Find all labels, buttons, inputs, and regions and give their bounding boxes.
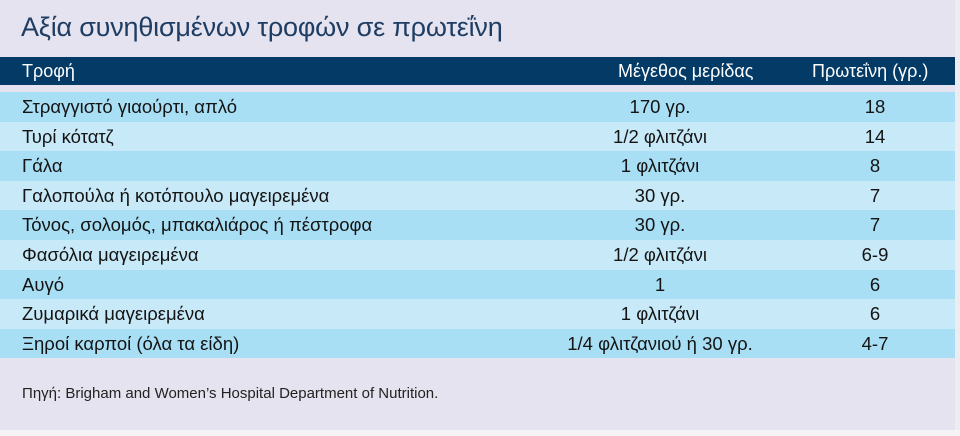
page-title: Αξία συνηθισμένων τροφών σε πρωτεΐνη [21, 12, 503, 42]
protein-cell: 18 [864, 96, 886, 117]
serving-cell: 30 γρ. [634, 214, 686, 236]
table-row: Τόνος, σολομός, μπακαλιάρος ή πέστροφα 3… [0, 210, 955, 240]
protein-cell: 4-7 [861, 332, 889, 354]
serving-cell: 1 φλιτζάνι [620, 155, 700, 177]
serving-cell: 1/2 φλιτζάνι [613, 125, 707, 147]
food-cell: Γαλοπούλα ή κοτόπουλο μαγειρεμένα [22, 184, 330, 206]
source-note: Πηγή: Brigham and Women’s Hospital Depar… [22, 385, 439, 402]
food-cell: Γάλα [22, 155, 63, 177]
table-row: Ζυμαρικά μαγειρεμένα 1 φλιτζάνι 6 [0, 299, 955, 329]
serving-cell: 1 φλιτζάνι [620, 303, 700, 325]
protein-cell: 8 [869, 155, 881, 177]
table-row: Ξηροί καρποί (όλα τα είδη) 1/4 φλιτζανιο… [0, 328, 955, 359]
table-header: Τροφή Μέγεθος μερίδας Πρωτεΐνη (γρ.) [0, 57, 955, 85]
protein-cell: 7 [869, 184, 881, 206]
protein-cell: 7 [869, 214, 881, 236]
protein-cell: 14 [864, 125, 886, 147]
right-edge-strip [955, 0, 960, 430]
food-cell: Τυρί κότατζ [22, 125, 114, 147]
table-row: Γαλοπούλα ή κοτόπουλο μαγειρεμένα 30 γρ.… [0, 180, 955, 211]
table-row: Τυρί κότατζ 1/2 φλιτζάνι 14 [0, 121, 955, 152]
food-cell: Τόνος, σολομός, μπακαλιάρος ή πέστροφα [22, 214, 373, 236]
protein-cell: 6 [869, 273, 881, 295]
food-cell: Φασόλια μαγειρεμένα [22, 243, 199, 265]
food-cell: Ξηροί καρποί (όλα τα είδη) [22, 332, 240, 354]
table-row: Αυγό 1 6 [0, 269, 955, 300]
protein-cell: 6-9 [861, 243, 889, 265]
serving-cell: 30 γρ. [634, 184, 686, 206]
table-row: Φασόλια μαγειρεμένα 1/2 φλιτζάνι 6-9 [0, 239, 955, 270]
food-cell: Στραγγιστό γιαούρτι, απλό [22, 96, 237, 117]
serving-cell: 170 γρ. [629, 96, 691, 117]
header-food: Τροφή [22, 61, 75, 81]
header-protein: Πρωτεΐνη (γρ.) [812, 61, 929, 81]
food-cell: Αυγό [22, 273, 64, 295]
table-row: Γάλα 1 φλιτζάνι 8 [0, 151, 955, 181]
protein-cell: 6 [869, 303, 881, 325]
header-serving-size: Μέγεθος μερίδας [618, 61, 754, 81]
food-cell: Ζυμαρικά μαγειρεμένα [22, 303, 205, 325]
serving-cell: 1/4 φλιτζανιού ή 30 γρ. [567, 332, 753, 354]
serving-cell: 1/2 φλιτζάνι [613, 243, 707, 265]
table-row: Στραγγιστό γιαούρτι, απλό 170 γρ. 18 [0, 92, 955, 122]
table-body: Στραγγιστό γιαούρτι, απλό 170 γρ. 18 Τυρ… [0, 92, 955, 359]
serving-cell: 1 [654, 273, 666, 295]
